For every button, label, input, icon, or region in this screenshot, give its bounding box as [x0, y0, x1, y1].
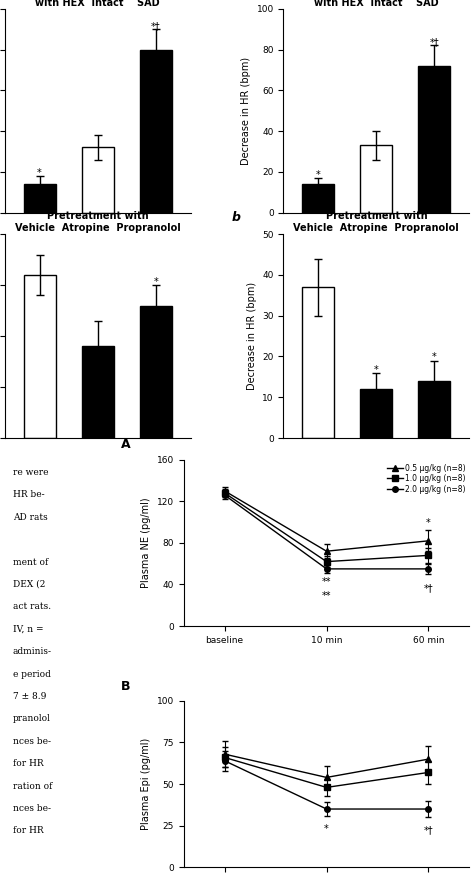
- Bar: [140, 306, 172, 438]
- Text: *†: *†: [429, 38, 439, 47]
- Text: **: **: [322, 590, 331, 601]
- Text: A: A: [121, 438, 131, 451]
- Text: re were: re were: [13, 468, 48, 477]
- Bar: [302, 184, 334, 213]
- Text: pranolol: pranolol: [13, 715, 50, 724]
- Text: for HR: for HR: [13, 826, 43, 836]
- Y-axis label: Plasma NE (pg/ml): Plasma NE (pg/ml): [141, 498, 151, 588]
- Title: Pretreatment
with HEX  Intact    SAD: Pretreatment with HEX Intact SAD: [36, 0, 160, 8]
- Text: b: b: [231, 211, 240, 224]
- Text: *: *: [37, 167, 42, 178]
- Bar: [82, 147, 114, 213]
- Text: ration of: ration of: [13, 781, 52, 791]
- Bar: [302, 287, 334, 438]
- Text: IV, n =: IV, n =: [13, 625, 43, 633]
- Text: B: B: [121, 680, 130, 693]
- Text: *†: *†: [424, 826, 433, 836]
- Text: *: *: [153, 277, 158, 287]
- Text: *: *: [324, 824, 329, 834]
- Text: nces be-: nces be-: [13, 737, 51, 745]
- Bar: [24, 275, 55, 438]
- Y-axis label: Plasma Epi (pg/ml): Plasma Epi (pg/ml): [141, 738, 151, 830]
- Y-axis label: Decrease in HR (bpm): Decrease in HR (bpm): [241, 57, 251, 165]
- Text: adminis-: adminis-: [13, 647, 52, 656]
- Text: *: *: [324, 562, 329, 573]
- Bar: [82, 346, 114, 438]
- Text: *: *: [426, 519, 431, 528]
- Legend: 0.5 μg/kg (n=8), 1.0 μg/kg (n=8), 2.0 μg/kg (n=8): 0.5 μg/kg (n=8), 1.0 μg/kg (n=8), 2.0 μg…: [384, 461, 468, 497]
- Text: **: **: [322, 577, 331, 587]
- Bar: [419, 66, 450, 213]
- Text: for HR: for HR: [13, 759, 43, 768]
- Text: HR be-: HR be-: [13, 491, 44, 499]
- Text: ment of: ment of: [13, 557, 48, 567]
- Bar: [24, 184, 55, 213]
- Title: Pretreatment
with HEX  Intact    SAD: Pretreatment with HEX Intact SAD: [314, 0, 438, 8]
- Text: *: *: [426, 567, 431, 576]
- Text: *: *: [432, 352, 437, 363]
- Text: e period: e period: [13, 669, 50, 679]
- Bar: [419, 381, 450, 438]
- Text: *: *: [374, 364, 379, 375]
- Y-axis label: Decrease in HR (bpm): Decrease in HR (bpm): [246, 282, 257, 390]
- Text: AD rats: AD rats: [13, 512, 47, 522]
- Text: *†: *†: [424, 583, 433, 593]
- Text: *†: *†: [151, 21, 161, 31]
- Title: Pretreatment with
Vehicle  Atropine  Propranolol: Pretreatment with Vehicle Atropine Propr…: [15, 211, 181, 234]
- Text: *: *: [316, 170, 321, 180]
- Text: DEX (2: DEX (2: [13, 580, 45, 589]
- Text: act rats.: act rats.: [13, 603, 51, 611]
- Text: 7 ± 8.9: 7 ± 8.9: [13, 692, 46, 701]
- Bar: [140, 50, 172, 213]
- Bar: [360, 389, 392, 438]
- Title: Pretreatment with
Vehicle  Atropine  Propranolol: Pretreatment with Vehicle Atropine Propr…: [293, 211, 459, 234]
- Bar: [360, 145, 392, 213]
- Text: nces be-: nces be-: [13, 804, 51, 813]
